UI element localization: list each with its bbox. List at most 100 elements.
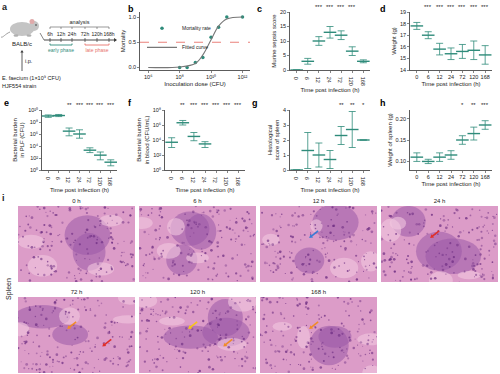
svg-text:4: 4 [283,107,286,113]
svg-text:3: 3 [283,122,286,128]
svg-text:12: 12 [315,177,321,183]
svg-text:Weight (g): Weight (g) [391,27,397,55]
svg-text:***: *** [76,102,84,108]
svg-text:10¹⁰: 10¹⁰ [28,107,38,113]
svg-text:72: 72 [459,174,465,180]
svg-text:0 h: 0 h [72,198,80,204]
svg-text:6: 6 [427,74,430,80]
svg-text:0.10: 0.10 [395,158,406,164]
svg-text:72: 72 [337,177,343,183]
svg-text:24: 24 [326,177,332,183]
svg-text:f: f [128,98,132,108]
svg-text:72 h: 72 h [71,289,83,295]
svg-text:***: *** [458,4,466,10]
svg-text:72: 72 [459,74,465,80]
svg-text:h: h [380,98,386,108]
svg-text:24: 24 [201,177,207,183]
svg-text:e: e [4,98,9,108]
svg-text:0: 0 [293,177,299,180]
svg-text:i.p.: i.p. [25,58,33,64]
svg-text:10⁴: 10⁴ [153,137,162,143]
svg-text:10¹²: 10¹² [238,74,248,80]
svg-text:168: 168 [235,177,241,186]
svg-text:analysis: analysis [70,19,90,25]
svg-text:**: ** [350,102,355,108]
svg-text:24h: 24h [68,31,77,37]
svg-text:6: 6 [304,177,310,180]
svg-text:120 h: 120 h [190,289,205,295]
svg-text:***: *** [326,4,334,10]
svg-text:***: *** [234,102,242,108]
svg-text:120h: 120h [91,31,102,37]
svg-text:24: 24 [326,77,332,83]
svg-text:24: 24 [448,174,454,180]
svg-text:Time post infection (h): Time post infection (h) [300,187,359,193]
svg-text:***: *** [337,4,345,10]
svg-text:***: *** [424,4,432,10]
svg-text:***: *** [96,102,104,108]
svg-text:10¹⁰: 10¹⁰ [206,74,216,80]
svg-text:Time post infection (h): Time post infection (h) [421,81,480,87]
svg-text:Bacterial burdenin PLF (CFU): Bacterial burdenin PLF (CFU) [12,118,26,162]
svg-text:120: 120 [348,77,354,86]
svg-text:120: 120 [348,177,354,186]
svg-text:10: 10 [280,38,286,44]
svg-text:Time post infection (h): Time post infection (h) [175,187,234,193]
svg-text:0.15: 0.15 [395,137,406,143]
svg-text:168: 168 [360,177,366,186]
svg-text:24: 24 [448,74,454,80]
svg-text:Time post infection (h): Time post infection (h) [421,181,480,187]
svg-text:late phase: late phase [85,47,108,53]
svg-text:0: 0 [168,177,174,180]
svg-text:g: g [252,98,258,108]
svg-text:10²: 10² [153,152,161,158]
svg-text:24: 24 [76,177,82,183]
svg-text:1: 1 [283,152,286,158]
svg-text:12: 12 [437,174,443,180]
svg-text:168h: 168h [103,31,114,37]
svg-text:12: 12 [190,177,196,183]
svg-text:15: 15 [280,23,286,29]
svg-text:Inoculation dose (CFU): Inoculation dose (CFU) [164,81,226,87]
svg-text:24 h: 24 h [434,198,446,204]
svg-text:**: ** [67,102,72,108]
svg-text:168 h: 168 h [311,289,326,295]
svg-text:120: 120 [223,177,229,186]
svg-text:6: 6 [427,174,430,180]
svg-text:20: 20 [280,9,286,15]
svg-text:0: 0 [293,77,299,80]
svg-text:***: *** [447,4,455,10]
svg-text:14: 14 [400,67,406,73]
svg-text:2: 2 [283,137,286,143]
svg-text:6 h: 6 h [193,198,201,204]
svg-text:10⁰: 10⁰ [153,167,161,173]
svg-text:0.0: 0.0 [128,64,136,70]
svg-text:10⁶: 10⁶ [144,74,152,80]
svg-text:72: 72 [212,177,218,183]
svg-text:b: b [128,4,134,14]
svg-text:12 h: 12 h [313,198,325,204]
svg-text:Time post infection (h): Time post infection (h) [50,187,109,193]
svg-text:5: 5 [283,52,286,58]
svg-text:0: 0 [415,174,418,180]
svg-text:18: 18 [400,21,406,27]
svg-text:10⁸: 10⁸ [175,74,183,80]
svg-text:early phase: early phase [48,47,74,53]
svg-text:16: 16 [400,44,406,50]
svg-text:*: * [362,102,365,108]
svg-text:i: i [2,193,5,203]
svg-text:10⁶: 10⁶ [153,122,161,128]
svg-text:c: c [257,4,262,14]
svg-text:***: *** [470,4,478,10]
svg-text:BALB/c: BALB/c [12,41,32,47]
svg-text:168: 168 [481,74,490,80]
svg-text:Bacterial burdenin blood (CFU/: Bacterial burdenin blood (CFU/mL) [136,115,150,164]
svg-text:Histologicalscore of spleen: Histologicalscore of spleen [267,120,281,161]
svg-text:10⁶: 10⁶ [30,131,38,137]
svg-text:0: 0 [415,74,418,80]
svg-text:**: ** [471,102,476,108]
svg-text:72: 72 [86,177,92,183]
svg-text:10⁸: 10⁸ [30,119,38,125]
svg-text:Fitted curve: Fitted curve [182,44,208,50]
svg-text:*: * [461,102,464,108]
